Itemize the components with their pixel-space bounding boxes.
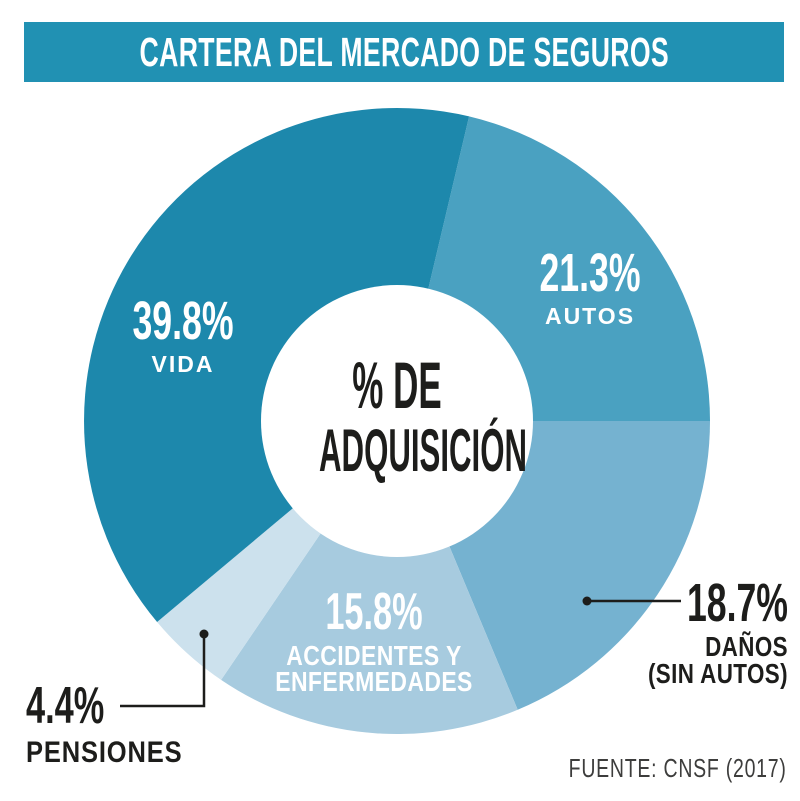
vida-name: VIDA — [151, 351, 215, 377]
accidentes-name-line2: ENFERMEDADES — [275, 666, 473, 698]
center-label: % DE ADQUISICIÓN — [247, 352, 547, 484]
danos-name-line2: (SIN AUTOS) — [647, 657, 788, 689]
donut-center-hole — [261, 285, 533, 557]
center-label-line2: ADQUISICIÓN — [319, 417, 528, 484]
vida-percent: 39.8% — [132, 291, 234, 351]
danos-callout-dot — [582, 596, 592, 606]
pensiones-name: PENSIONES — [26, 736, 183, 769]
pensiones-percent: 4.4% — [26, 677, 105, 735]
label-danos: 18.7% DAÑOS (SIN AUTOS) — [538, 576, 788, 687]
pie-segment-accidentes-y-enfermedades — [221, 421, 518, 735]
autos-name: AUTOS — [544, 303, 636, 329]
title-bar: CARTERA DEL MERCADO DE SEGUROS — [24, 22, 784, 82]
danos-percent: 18.7% — [686, 573, 788, 633]
label-vida: 39.8% VIDA — [83, 294, 283, 376]
danos-name-line1: DAÑOS — [705, 631, 788, 662]
source-credit: FUENTE: CNSF (2017) — [569, 753, 787, 783]
center-label-line1: % DE — [352, 348, 442, 422]
accidentes-name-line1: ACCIDENTES Y — [286, 640, 462, 671]
autos-percent: 21.3% — [539, 243, 641, 303]
accidentes-percent: 15.8% — [325, 583, 423, 641]
pensiones-callout-line — [120, 638, 206, 708]
label-pensiones: 4.4% PENSIONES — [26, 680, 246, 768]
pensiones-callout-dot — [199, 629, 209, 639]
label-accidentes: 15.8% ACCIDENTES Y ENFERMEDADES — [249, 583, 499, 698]
label-autos: 21.3% AUTOS — [490, 246, 690, 328]
page-title: CARTERA DEL MERCADO DE SEGUROS — [139, 28, 669, 75]
